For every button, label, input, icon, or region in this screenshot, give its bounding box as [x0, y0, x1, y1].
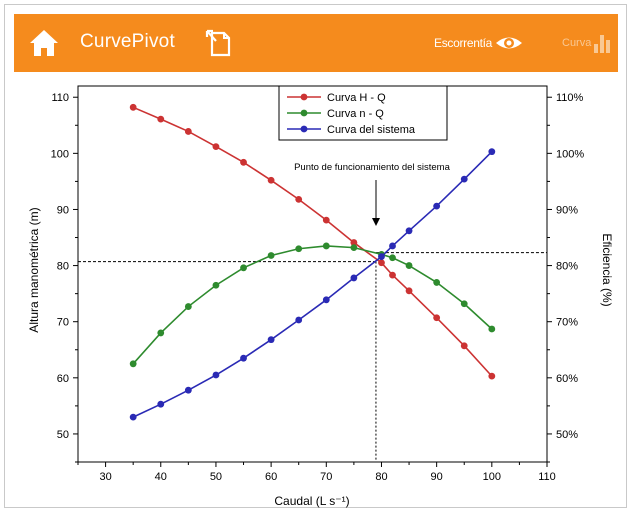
x-tick-label: 70 [320, 471, 332, 483]
series-point [488, 372, 496, 380]
curva-button[interactable]: Curva [562, 31, 613, 55]
series-point [240, 158, 247, 166]
plot-frame [77, 85, 548, 463]
y-tick-label-right: 110% [556, 92, 584, 104]
legend-label: Curva del sistema [327, 124, 416, 136]
series-point [433, 314, 441, 322]
series-point [378, 253, 385, 261]
chart-legend: Curva H - Q Curva n - Q Curva del sistema [278, 85, 448, 141]
series-point [389, 271, 396, 279]
y-tick-label-right: 90% [556, 204, 578, 216]
y-tick-label-left: 100 [51, 148, 69, 160]
series-layer [129, 103, 496, 421]
series-point [433, 279, 441, 286]
series-point [405, 262, 413, 269]
y-tick-label-left: 60 [57, 373, 69, 385]
series-point [488, 325, 496, 333]
x-tick-label: 80 [375, 471, 387, 483]
x-tick-label: 60 [265, 471, 277, 483]
x-tick-label: 110 [538, 471, 556, 483]
series-point [157, 115, 165, 123]
series-point [322, 216, 330, 224]
series-point [350, 244, 358, 252]
series-point [129, 103, 137, 111]
curva-label: Curva [562, 37, 592, 49]
series-point [212, 281, 220, 289]
y-tick-label-left: 50 [57, 429, 69, 441]
legend-swatch-marker [300, 93, 308, 101]
series-point [322, 242, 330, 250]
document-icon [205, 29, 231, 57]
series-point [389, 254, 396, 262]
chart-axes: 30 40 50 60 70 80 90 100 110 50 50% 60 60% 70 70% 80 80%… [51, 85, 584, 483]
x-tick-label: 50 [210, 471, 222, 483]
operating-point-guides [78, 252, 547, 462]
series-point [460, 175, 468, 183]
series-point [267, 336, 275, 344]
series-point [295, 195, 303, 203]
series-point [184, 303, 192, 310]
x-tick-label: 30 [99, 471, 111, 483]
annotation-arrowhead [372, 218, 380, 226]
series-point [350, 274, 358, 282]
series-point [350, 239, 358, 246]
legend-swatch-marker [300, 109, 308, 117]
series-point [460, 300, 468, 308]
x-tick-label: 100 [483, 471, 501, 483]
y-tick-label-right: 50% [556, 429, 578, 441]
series-point [405, 227, 413, 235]
series-point [129, 413, 137, 421]
y-tick-label-right: 80% [556, 261, 578, 273]
x-tick-label: 40 [155, 471, 167, 483]
series-point [240, 264, 247, 272]
escorrentia-label: Escorrentía [434, 36, 493, 50]
series-point [184, 386, 192, 394]
y-tick-label-left: 80 [57, 261, 69, 273]
x-axis-label: Caudal (L s⁻¹) [274, 494, 349, 508]
legend-swatch-marker [300, 125, 308, 133]
legend-label: Curva H - Q [327, 92, 386, 104]
series-point [212, 371, 220, 379]
document-button[interactable] [204, 27, 234, 59]
series-point [295, 316, 303, 324]
x-tick-label: 90 [431, 471, 443, 483]
series-point [212, 143, 220, 151]
y-axis-label-right: Eficiencia (%) [600, 233, 614, 306]
escorrentia-button[interactable]: Escorrentía [434, 31, 524, 55]
top-app-bar: CurvePivot Escorrentía Curva [14, 14, 618, 72]
series-point [157, 329, 165, 337]
series-point [267, 252, 275, 259]
series-point [460, 342, 468, 350]
series-point [488, 148, 496, 156]
series-point [322, 296, 330, 304]
series-point [129, 360, 137, 368]
series-point [295, 245, 303, 253]
series-point [378, 259, 385, 267]
y-tick-label-left: 90 [57, 204, 69, 216]
series-point [433, 202, 441, 210]
y-tick-label-right: 60% [556, 373, 578, 385]
series-point [389, 242, 396, 250]
series-point [405, 287, 413, 295]
eye-icon [496, 37, 523, 49]
bar-chart-icon [594, 35, 611, 53]
y-tick-label-right: 70% [556, 317, 578, 329]
series-point [267, 176, 275, 184]
series-point [184, 128, 192, 135]
app-title: CurvePivot [80, 31, 175, 52]
series-line [132, 106, 493, 377]
y-tick-label-left: 70 [57, 317, 69, 329]
legend-label: Curva n - Q [327, 108, 384, 120]
y-tick-label-left: 110 [51, 92, 69, 104]
series-point [157, 400, 165, 408]
y-axis-label-left: Altura manométrica (m) [27, 207, 41, 332]
home-button[interactable] [28, 28, 60, 58]
home-icon [30, 30, 58, 56]
series-point [240, 354, 247, 362]
y-tick-label-right: 100% [556, 148, 584, 160]
annotation-text: Punto de funcionamiento del sistema [294, 162, 451, 173]
